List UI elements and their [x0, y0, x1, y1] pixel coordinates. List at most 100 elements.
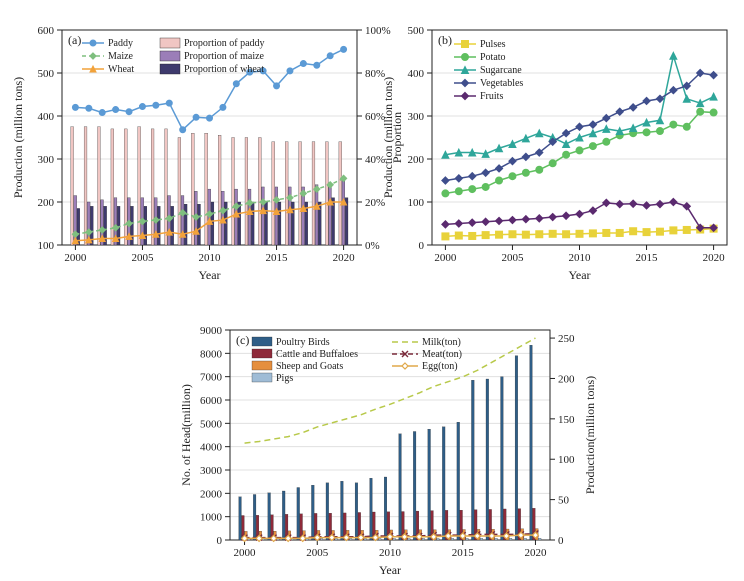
legend-item-label: Wheat — [108, 64, 134, 75]
bar-prop_wheat — [278, 202, 281, 245]
bar-poultry — [457, 422, 460, 540]
panel-tag: (c) — [236, 333, 249, 347]
y-left-tick-label: 0 — [419, 240, 425, 252]
bar-pigs — [378, 539, 381, 540]
bar-prop_wheat — [184, 204, 187, 245]
bar-poultry — [501, 377, 504, 540]
y-right-tick-label: 50 — [558, 495, 570, 507]
x-axis-label: Year — [379, 563, 401, 577]
bar-prop_maize — [342, 181, 345, 246]
bar-poultry — [341, 481, 344, 540]
y-left-tick-label: 300 — [408, 111, 425, 123]
legend-item-label: Maize — [108, 51, 134, 62]
bar-prop_paddy — [84, 127, 87, 245]
bar-poultry — [471, 380, 474, 540]
bar-prop_wheat — [171, 206, 174, 245]
bar-prop_wheat — [198, 204, 201, 245]
bar-pigs — [422, 538, 425, 540]
bar-poultry — [442, 427, 445, 540]
bar-prop_paddy — [232, 138, 235, 246]
bar-poultry — [239, 497, 242, 540]
bar-poultry — [311, 485, 314, 540]
y-left-axis-label: Production (million tons) — [381, 77, 395, 198]
x-tick-label: 2010 — [379, 547, 402, 559]
legend-b: PulsesPotatoSugarcaneVegetablesFruits — [454, 39, 523, 102]
legend-item-label: Cattle and Buffaloes — [276, 349, 358, 360]
bar-poultry — [486, 379, 489, 540]
x-tick-label: 2000 — [434, 252, 457, 264]
bar-prop_paddy — [339, 142, 342, 245]
legend-item-label: Sugarcane — [480, 65, 522, 76]
x-axis-label: Year — [198, 268, 220, 282]
y-left-tick-label: 6000 — [200, 395, 223, 407]
bar-prop_paddy — [165, 129, 168, 245]
y-left-tick-label: 100 — [408, 197, 425, 209]
bar-prop_wheat — [238, 202, 241, 245]
bar-pigs — [407, 538, 410, 540]
x-tick-label: 2015 — [452, 547, 475, 559]
bar-prop_paddy — [272, 142, 275, 245]
legend-item-label: Meat(ton) — [422, 349, 462, 360]
panel-a: 200020052010201520201002003004005006000%… — [11, 25, 404, 282]
legend-item-label: Milk(ton) — [422, 337, 461, 348]
x-tick-label: 2000 — [64, 252, 87, 264]
bar-poultry — [297, 488, 300, 541]
x-tick-label: 2015 — [266, 252, 289, 264]
y-left-axis-label: No. of Head(million) — [179, 384, 193, 486]
bar-prop_maize — [275, 187, 278, 245]
y-left-tick-label: 1000 — [200, 512, 223, 524]
bar-pigs — [524, 538, 527, 540]
y-left-tick-label: 9000 — [200, 325, 223, 337]
y-right-tick-label: 100 — [558, 454, 575, 466]
legend-item-label: Fruits — [480, 91, 503, 102]
y-right-tick-label: 250 — [558, 333, 575, 345]
bar-prop_maize — [248, 189, 251, 245]
bar-pigs — [495, 538, 498, 540]
legend-a: PaddyMaizeWheatProportion of paddyPropor… — [82, 38, 265, 75]
bar-prop_wheat — [251, 202, 254, 245]
y-left-tick-label: 5000 — [200, 418, 223, 430]
bar-poultry — [370, 478, 373, 540]
bar-pigs — [466, 538, 469, 540]
legend-item-label: Proportion of maize — [184, 51, 265, 62]
legend-item-label: Potato — [480, 52, 506, 63]
x-tick-label: 2015 — [636, 252, 659, 264]
x-tick-label: 2000 — [234, 547, 256, 559]
y-left-tick-label: 600 — [38, 25, 55, 37]
legend-item-label: Poultry Birds — [276, 337, 330, 348]
bar-prop_paddy — [138, 127, 141, 245]
y-left-axis-label: Production (million tons) — [11, 77, 25, 198]
bar-prop_paddy — [178, 138, 181, 246]
bar-prop_paddy — [205, 133, 208, 245]
bar-prop_paddy — [191, 133, 194, 245]
bar-pigs — [437, 538, 440, 540]
y-right-tick-label: 200 — [558, 373, 575, 385]
y-right-axis-label: Production(million tons) — [583, 376, 597, 494]
y-left-tick-label: 100 — [38, 240, 55, 252]
x-tick-label: 2005 — [306, 547, 329, 559]
figure: 200020052010201520201002003004005006000%… — [0, 0, 744, 581]
y-left-tick-label: 200 — [38, 197, 55, 209]
bar-poultry — [515, 356, 518, 540]
y-left-tick-label: 500 — [408, 25, 425, 37]
legend-item-label: Paddy — [108, 38, 133, 49]
bar-poultry — [399, 434, 402, 540]
bar-prop_wheat — [77, 208, 80, 245]
y-left-tick-label: 4000 — [200, 442, 223, 454]
bar-prop_paddy — [312, 142, 315, 245]
y-left-tick-label: 8000 — [200, 348, 223, 360]
legend-item-label: Pulses — [480, 39, 506, 50]
y-left-tick-label: 400 — [38, 111, 55, 123]
bar-poultry — [268, 493, 271, 540]
bar-pigs — [451, 538, 454, 540]
x-tick-label: 2020 — [333, 252, 356, 264]
legend-item-label: Proportion of wheat — [184, 64, 264, 75]
y-left-tick-label: 0 — [217, 535, 223, 547]
y-left-tick-label: 500 — [38, 68, 55, 80]
bar-prop_maize — [262, 187, 265, 245]
bar-prop_wheat — [292, 202, 295, 245]
bar-poultry — [355, 483, 358, 540]
bar-prop_maize — [329, 185, 332, 245]
svg-root: 200020052010201520201002003004005006000%… — [0, 0, 744, 581]
bar-prop_paddy — [71, 127, 74, 245]
